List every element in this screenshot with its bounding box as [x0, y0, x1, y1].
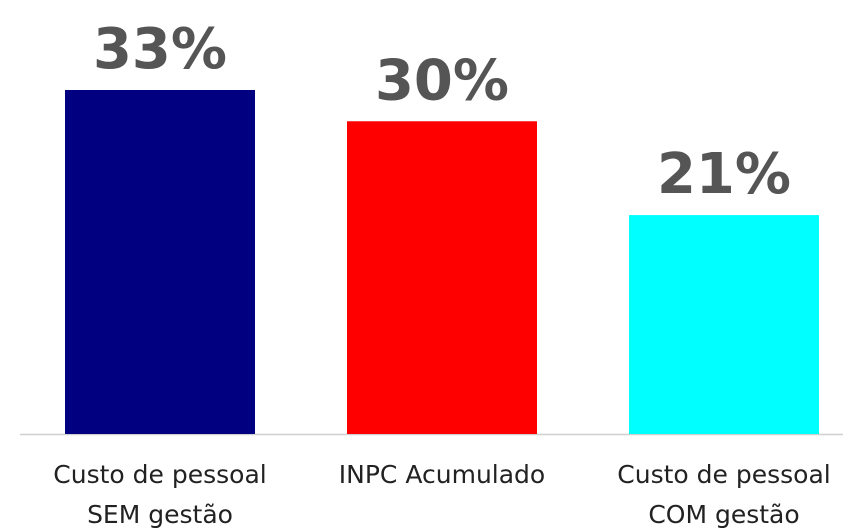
bar [629, 215, 819, 434]
value-label: 30% [375, 48, 509, 113]
bar [347, 121, 537, 434]
bar [65, 90, 255, 434]
value-label: 21% [657, 142, 791, 207]
x-tick-label: Custo de pessoal SEM gestão [53, 460, 267, 529]
x-tick-label: INPC Acumulado [338, 460, 546, 489]
x-tick-label: Custo de pessoal COM gestão [617, 460, 831, 529]
value-label: 33% [93, 17, 227, 82]
